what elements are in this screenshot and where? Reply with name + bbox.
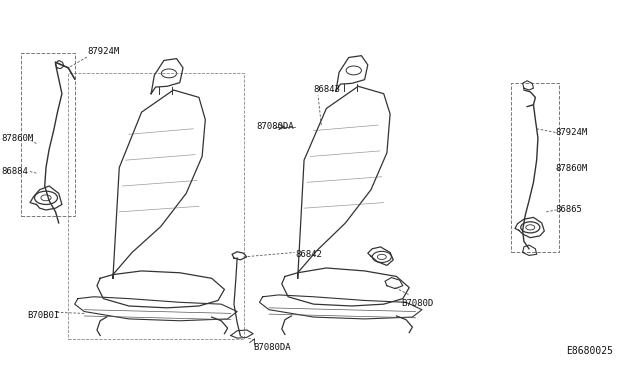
Text: 87860M: 87860M (556, 164, 588, 173)
Text: B7080DA: B7080DA (253, 343, 291, 352)
Text: 87924M: 87924M (556, 128, 588, 137)
Text: E8680025: E8680025 (566, 346, 613, 356)
Text: 87080DA: 87080DA (256, 122, 294, 131)
Text: 87860M: 87860M (1, 134, 34, 143)
Text: 86842: 86842 (296, 250, 323, 259)
Text: 86884: 86884 (1, 167, 28, 176)
Text: 86865: 86865 (556, 205, 582, 215)
Text: 87924M: 87924M (88, 46, 120, 56)
Text: B70B0I: B70B0I (27, 311, 59, 320)
Text: 86843: 86843 (314, 85, 340, 94)
Text: B7080D: B7080D (401, 299, 434, 308)
